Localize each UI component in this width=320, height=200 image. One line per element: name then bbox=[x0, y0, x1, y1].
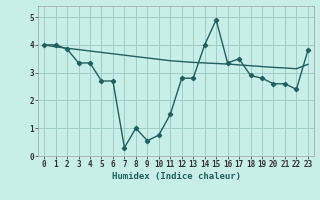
X-axis label: Humidex (Indice chaleur): Humidex (Indice chaleur) bbox=[111, 172, 241, 181]
